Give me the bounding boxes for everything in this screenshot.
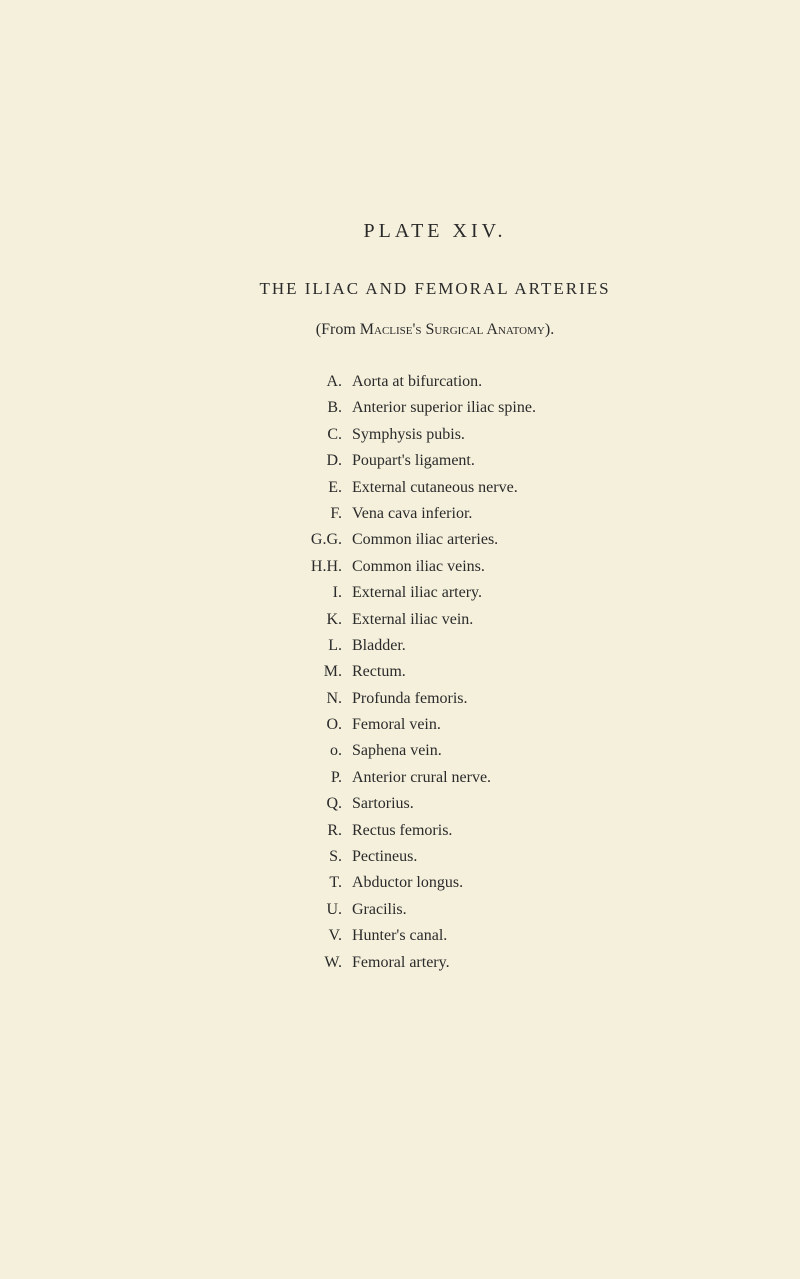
item-label: A.: [290, 369, 352, 395]
item-label: E.: [290, 475, 352, 501]
list-item: W.Femoral artery.: [290, 950, 700, 976]
list-item: T.Abductor longus.: [290, 870, 700, 896]
item-label: M.: [290, 659, 352, 685]
plate-title: PLATE XIV.: [170, 220, 700, 243]
item-label: K.: [290, 607, 352, 633]
source-suffix: ).: [545, 321, 554, 338]
item-label: H.H.: [290, 554, 352, 580]
list-item: I.External iliac artery.: [290, 580, 700, 606]
item-label: Q.: [290, 791, 352, 817]
item-label: R.: [290, 818, 352, 844]
item-desc: Aorta at bifurcation.: [352, 369, 700, 395]
item-desc: Femoral vein.: [352, 712, 700, 738]
document-page: PLATE XIV. THE ILIAC AND FEMORAL ARTERIE…: [0, 0, 800, 1076]
source-name-2: Surgical Anatomy: [426, 321, 545, 338]
list-item: N.Profunda femoris.: [290, 686, 700, 712]
item-desc: Femoral artery.: [352, 950, 700, 976]
item-label: I.: [290, 580, 352, 606]
item-label: F.: [290, 501, 352, 527]
main-heading: THE ILIAC AND FEMORAL ARTERIES: [170, 279, 700, 299]
item-desc: Sartorius.: [352, 791, 700, 817]
list-item: C.Symphysis pubis.: [290, 422, 700, 448]
item-label: W.: [290, 950, 352, 976]
item-label: C.: [290, 422, 352, 448]
item-desc: Vena cava inferior.: [352, 501, 700, 527]
list-item: D.Poupart's ligament.: [290, 448, 700, 474]
list-item: M.Rectum.: [290, 659, 700, 685]
list-item: P.Anterior crural nerve.: [290, 765, 700, 791]
item-desc: Anterior superior iliac spine.: [352, 395, 700, 421]
list-item: K.External iliac vein.: [290, 607, 700, 633]
item-label: D.: [290, 448, 352, 474]
source-name-1: Maclise's: [360, 321, 426, 338]
item-desc: Saphena vein.: [352, 738, 700, 764]
list-item: H.H.Common iliac veins.: [290, 554, 700, 580]
list-item: B.Anterior superior iliac spine.: [290, 395, 700, 421]
item-desc: Profunda femoris.: [352, 686, 700, 712]
item-desc: Bladder.: [352, 633, 700, 659]
list-item: Q.Sartorius.: [290, 791, 700, 817]
item-desc: Hunter's canal.: [352, 923, 700, 949]
item-desc: Abductor longus.: [352, 870, 700, 896]
item-label: O.: [290, 712, 352, 738]
item-desc: Poupart's ligament.: [352, 448, 700, 474]
list-item: R.Rectus femoris.: [290, 818, 700, 844]
list-item: O.Femoral vein.: [290, 712, 700, 738]
item-desc: Rectus femoris.: [352, 818, 700, 844]
list-item: U.Gracilis.: [290, 897, 700, 923]
list-item: S.Pectineus.: [290, 844, 700, 870]
item-desc: Common iliac veins.: [352, 554, 700, 580]
item-desc: Common iliac arteries.: [352, 527, 700, 553]
item-label: U.: [290, 897, 352, 923]
item-label: S.: [290, 844, 352, 870]
item-label: L.: [290, 633, 352, 659]
item-desc: External cutaneous nerve.: [352, 475, 700, 501]
list-item: G.G.Common iliac arteries.: [290, 527, 700, 553]
list-item: L.Bladder.: [290, 633, 700, 659]
item-label: G.G.: [290, 527, 352, 553]
item-label: o.: [290, 738, 352, 764]
item-desc: Rectum.: [352, 659, 700, 685]
list-item: V.Hunter's canal.: [290, 923, 700, 949]
item-label: B.: [290, 395, 352, 421]
list-item: o.Saphena vein.: [290, 738, 700, 764]
item-desc: Pectineus.: [352, 844, 700, 870]
item-desc: External iliac vein.: [352, 607, 700, 633]
source-prefix: (From: [316, 321, 360, 338]
list-item: A.Aorta at bifurcation.: [290, 369, 700, 395]
item-desc: External iliac artery.: [352, 580, 700, 606]
list-item: E.External cutaneous nerve.: [290, 475, 700, 501]
item-desc: Symphysis pubis.: [352, 422, 700, 448]
item-label: P.: [290, 765, 352, 791]
definition-list: A.Aorta at bifurcation. B.Anterior super…: [290, 369, 700, 976]
item-label: V.: [290, 923, 352, 949]
item-label: T.: [290, 870, 352, 896]
item-desc: Anterior crural nerve.: [352, 765, 700, 791]
item-label: N.: [290, 686, 352, 712]
list-item: F.Vena cava inferior.: [290, 501, 700, 527]
item-desc: Gracilis.: [352, 897, 700, 923]
source-line: (From Maclise's Surgical Anatomy).: [170, 321, 700, 339]
